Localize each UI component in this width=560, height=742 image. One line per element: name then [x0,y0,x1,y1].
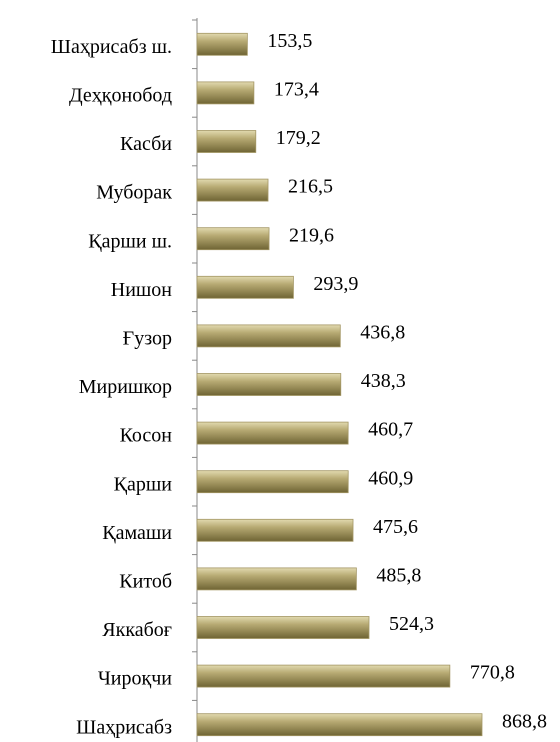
value-label: 770,8 [470,662,515,684]
value-label: 179,2 [276,127,321,149]
y-tick-label: Қарши ш. [88,230,172,252]
bar [196,32,248,56]
value-label: 438,3 [361,370,406,392]
value-label: 153,5 [267,30,312,52]
bar [196,373,342,396]
y-tick-label: Касби [120,133,172,155]
y-tick-label: Деҳқонобод [69,84,172,106]
y-tick-label: Миришкор [79,376,172,398]
value-label: 436,8 [360,321,405,343]
bar [196,616,370,639]
y-tick-label: Ғузор [123,327,172,349]
y-tick-label: Қамаши [102,522,172,544]
y-tick-label: Яккабоғ [102,619,172,641]
bar [196,664,451,688]
value-label: 173,4 [274,78,319,100]
bar [196,421,349,445]
y-tick-label: Шаҳрисабз ш. [51,36,172,58]
bar [196,275,294,299]
bar [196,567,357,591]
value-label: 216,5 [288,176,333,198]
value-label: 868,8 [502,710,547,732]
value-label: 460,7 [368,419,413,441]
value-label: 524,3 [389,613,434,635]
bar [196,130,257,153]
bar [196,713,483,737]
bar [196,518,354,542]
bar [196,227,270,251]
bar [196,470,349,494]
value-label: 485,8 [376,564,421,586]
y-tick-label: Муборак [96,182,172,204]
value-label: 460,9 [368,467,413,489]
bar [196,81,255,105]
y-tick-label: Нишон [111,279,173,301]
y-tick-label: Қарши [114,473,173,495]
y-tick-label: Косон [120,425,173,447]
y-tick-label: Шаҳрисабз [76,716,172,738]
value-label: 293,9 [313,273,358,295]
value-label: 219,6 [289,224,334,246]
value-label: 475,6 [373,516,418,538]
bar [196,178,269,202]
bar [196,324,341,348]
y-tick-label: Чироқчи [98,668,172,690]
y-tick-label: Китоб [119,570,172,592]
